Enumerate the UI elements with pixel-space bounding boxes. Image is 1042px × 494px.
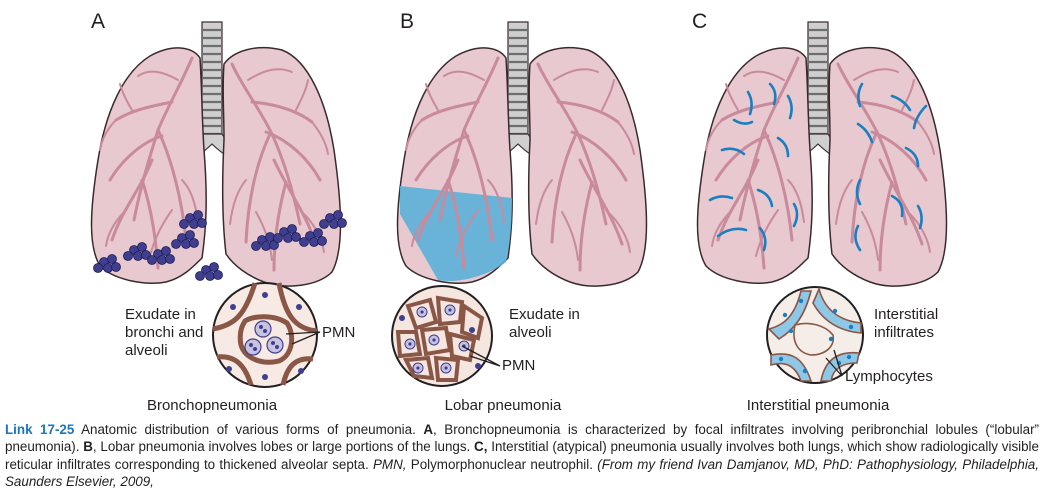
- inset-c: [766, 286, 864, 384]
- panel-b-lungs: [396, 20, 648, 287]
- annotation-b-line-2: alveoli: [509, 324, 552, 341]
- annotation-b: Exudate in alveoli: [509, 306, 580, 342]
- pmn-label-b: PMN: [502, 357, 536, 374]
- caption-link-label[interactable]: Link 17-25: [5, 422, 75, 437]
- inset-a: [212, 282, 318, 388]
- annotation-a-line-2: bronchi and: [125, 324, 204, 341]
- panel-a-lungs: [90, 20, 347, 287]
- annotation-a-line-1: Exudate in: [125, 306, 196, 323]
- caption-text-5: Polymorphonuclear neutrophil.: [406, 456, 598, 472]
- caption-book: Pathophysiology, Philadelphia, Saunders …: [5, 456, 1039, 490]
- annotation-a-line-3: alveoli: [125, 342, 168, 359]
- annotation-a: Exudate in bronchi and alveoli: [125, 306, 203, 360]
- caption-text-1: Anatomic distribution of various forms o…: [74, 422, 424, 437]
- caption-b: B: [83, 439, 93, 455]
- annotation-c: Interstitial infiltrates: [874, 306, 938, 342]
- lymphocytes-label: Lymphocytes: [845, 368, 933, 385]
- panel-name-b: Lobar pneumonia: [444, 397, 562, 414]
- caption-text-4: Interstitial (atypical) pneumonia usuall…: [5, 439, 1039, 472]
- pmn-label-a: PMN: [322, 324, 356, 341]
- annotation-c-line-1: Interstitial: [874, 306, 939, 323]
- caption-a: A: [423, 422, 434, 437]
- panel-name-c: Interstitial pneumonia: [746, 397, 890, 414]
- inset-b: [391, 285, 493, 387]
- caption-text-3: , Lobar pneumonia involves lobes or larg…: [92, 439, 475, 455]
- pneumonia-figure: [90, 20, 948, 388]
- caption-pmn: PMN,: [372, 456, 407, 472]
- annotation-c-line-2: infiltrates: [874, 324, 935, 341]
- lungs-illustration: [90, 20, 948, 388]
- panel-c-lungs: [696, 20, 948, 287]
- caption-c: C,: [474, 439, 488, 455]
- panel-letter-b: B: [400, 10, 415, 33]
- panel-letter-c: C: [692, 10, 708, 33]
- panel-letter-a: A: [91, 10, 106, 33]
- caption-source: (From my friend Ivan Damjanov, MD, PhD:: [597, 456, 857, 472]
- figure-caption: Link 17-25 Anatomic distribution of vari…: [5, 421, 1039, 491]
- panel-name-a: Bronchopneumonia: [146, 397, 278, 414]
- caption-text-2: , Bronchopneumonia is characterized by f…: [5, 422, 1040, 455]
- annotation-b-line-1: Exudate in: [509, 306, 580, 323]
